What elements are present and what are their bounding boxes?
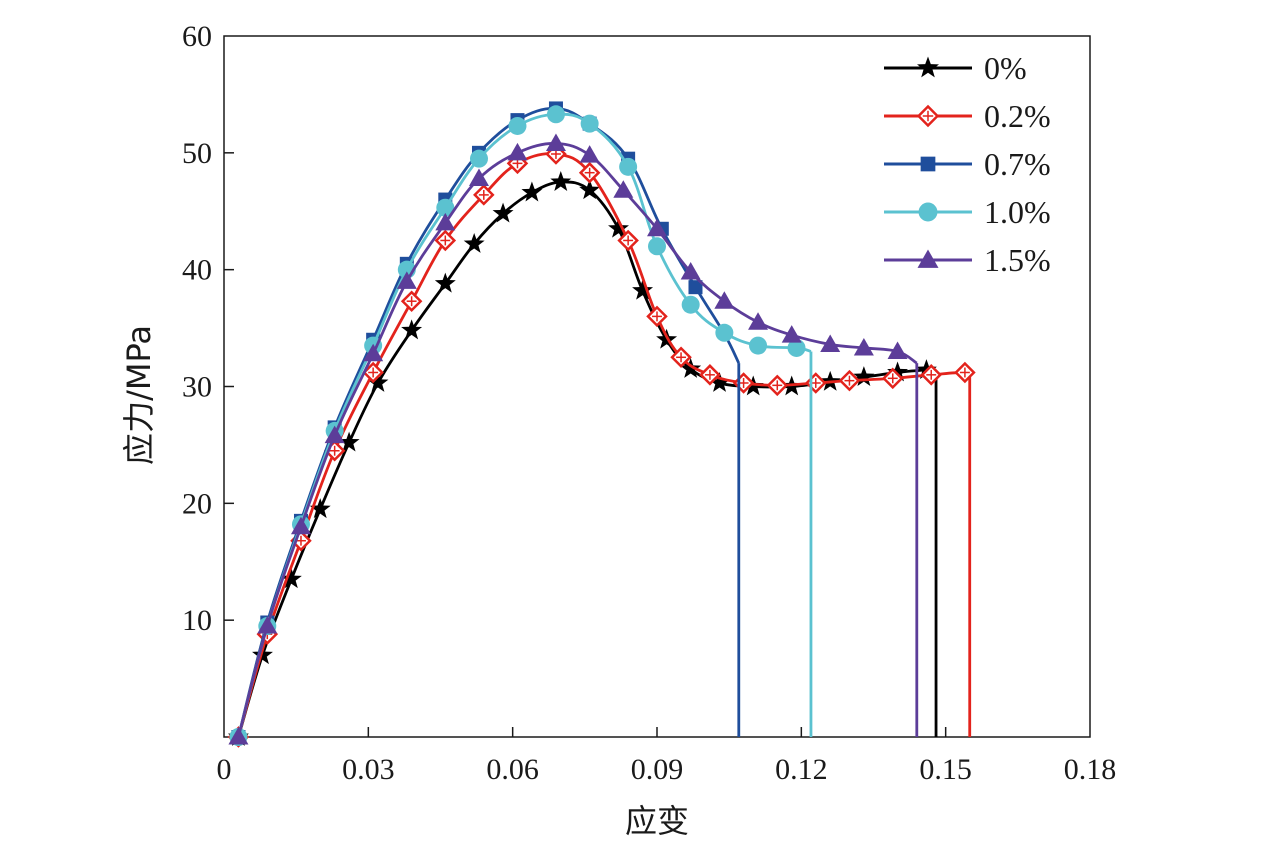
triangle-marker <box>257 616 278 634</box>
star-marker <box>917 56 939 78</box>
triangle-marker <box>435 212 456 231</box>
star-marker <box>550 171 572 191</box>
star-marker <box>853 366 875 387</box>
legend-item: 0.7% <box>884 146 1051 182</box>
x-tick-label: 0 <box>217 753 232 786</box>
star-marker <box>367 371 389 392</box>
circle-marker <box>619 157 638 176</box>
circle-marker <box>469 149 488 168</box>
star-marker <box>338 431 360 452</box>
x-axis-title: 应变 <box>625 802 689 840</box>
x-tick-label: 0.15 <box>919 753 972 786</box>
star-marker <box>401 319 423 340</box>
legend: 0% 0.2% 0.7% 1.0% 1.5% <box>884 50 1051 278</box>
triangle-marker <box>748 312 769 330</box>
x-tick-label: 0.12 <box>775 753 828 786</box>
star-marker <box>280 568 302 589</box>
triangle-marker <box>781 325 802 343</box>
triangle-marker <box>680 262 701 280</box>
triangle-marker <box>579 145 600 163</box>
circle-marker <box>648 237 666 256</box>
y-tick-label: 20 <box>182 487 212 520</box>
y-tick-label: 30 <box>182 371 212 404</box>
star-marker <box>492 202 514 223</box>
circle-marker <box>787 338 806 357</box>
circle-marker <box>546 105 565 124</box>
triangle-marker <box>714 291 735 309</box>
x-tick-label: 0.03 <box>342 753 395 786</box>
legend-label: 0% <box>984 50 1027 86</box>
star-marker <box>434 272 456 293</box>
legend-label: 0.7% <box>984 146 1051 182</box>
y-axis-title: 应力/MPa <box>120 325 158 465</box>
star-marker <box>608 217 629 238</box>
series-layer <box>227 101 976 748</box>
circle-marker <box>681 295 700 314</box>
y-tick-label: 50 <box>182 137 212 170</box>
triangle-marker <box>396 271 417 289</box>
star-marker <box>579 179 601 200</box>
star-marker <box>632 279 654 300</box>
legend-item: 1.5% <box>884 242 1051 278</box>
triangle-marker <box>228 727 249 745</box>
triangle-marker <box>363 343 384 362</box>
x-tick-label: 0.06 <box>486 753 539 786</box>
series-line <box>237 180 937 738</box>
y-tick-label: 60 <box>182 20 212 53</box>
triangle-marker <box>613 180 634 198</box>
series-line <box>237 107 741 738</box>
triangle-marker <box>545 133 566 151</box>
triangle-marker <box>853 337 874 356</box>
triangle-marker <box>324 425 345 444</box>
x-tick-label: 0.09 <box>631 753 684 786</box>
axes-layer: 0 0.03 0.06 0.09 0.12 0.15 0.18 10 20 30 40 50 60 <box>182 20 1116 786</box>
triangle-marker <box>507 142 528 161</box>
square-marker <box>920 156 936 172</box>
star-marker <box>463 232 485 253</box>
circle-marker <box>918 202 938 222</box>
circle-marker <box>436 198 455 217</box>
star-marker <box>680 357 702 378</box>
legend-item: 0% <box>884 50 1027 86</box>
triangle-marker <box>647 218 667 237</box>
circle-marker <box>580 114 599 133</box>
legend-item: 1.0% <box>884 194 1051 230</box>
legend-label: 1.5% <box>984 242 1051 278</box>
triangle-marker <box>887 341 908 359</box>
star-marker <box>309 498 331 519</box>
circle-marker <box>715 323 734 342</box>
series-line <box>237 142 918 738</box>
circle-marker <box>508 116 527 135</box>
star-marker <box>521 181 543 202</box>
triangle-marker <box>468 168 489 187</box>
square-marker <box>688 280 703 295</box>
legend-label: 1.0% <box>984 194 1051 230</box>
y-tick-label: 40 <box>182 254 212 287</box>
circle-marker <box>749 336 768 355</box>
triangle-marker <box>290 516 311 535</box>
star-marker <box>887 361 909 382</box>
series-line <box>237 112 812 738</box>
series-4 <box>228 133 919 745</box>
series-1 <box>227 143 976 748</box>
y-tick-label: 10 <box>182 604 212 637</box>
x-tick-label: 0.18 <box>1064 753 1117 786</box>
legend-item: 0.2% <box>884 98 1051 134</box>
triangle-marker <box>820 334 841 352</box>
legend-label: 0.2% <box>984 98 1051 134</box>
star-marker <box>709 371 731 392</box>
triangle-marker <box>917 249 939 268</box>
